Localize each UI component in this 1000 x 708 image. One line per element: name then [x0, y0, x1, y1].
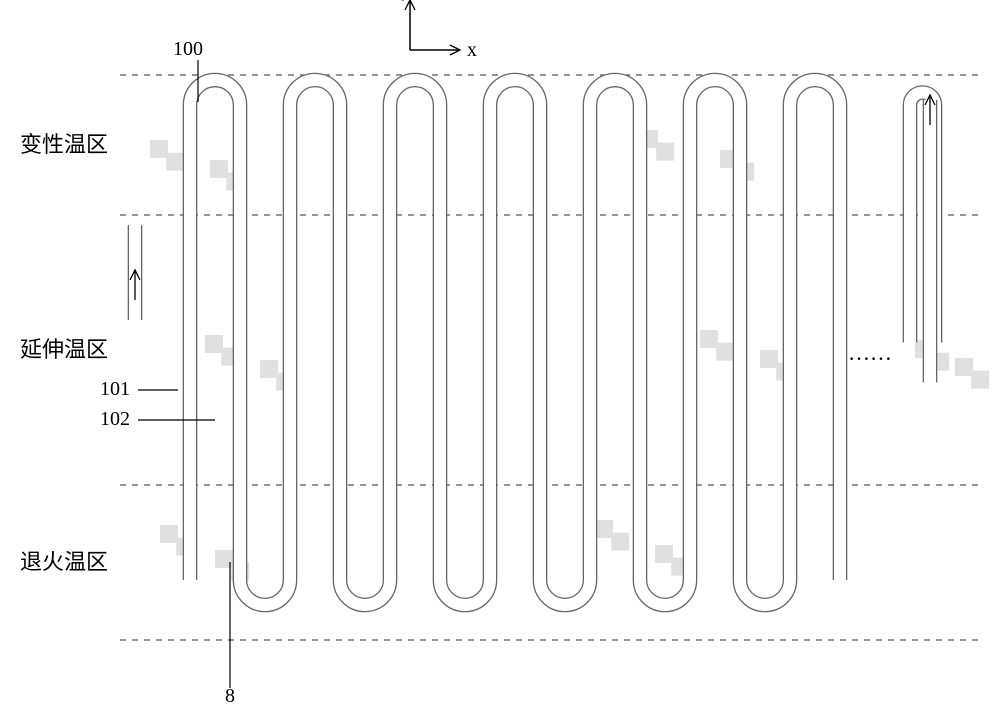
- sensor-block: [595, 520, 629, 551]
- sensor-block: [700, 330, 734, 361]
- zone-label-mid: 延伸温区: [20, 337, 108, 362]
- zone-label-top: 变性温区: [20, 132, 108, 157]
- axis-label-x: x: [467, 39, 477, 61]
- ellipsis: ……: [848, 340, 892, 365]
- callout-8: 8: [225, 685, 235, 707]
- serpentine-inner: [190, 80, 840, 605]
- axis-label-y: y: [401, 0, 411, 1]
- callout-101: 101: [100, 378, 130, 400]
- zone-label-bot: 退火温区: [20, 550, 108, 575]
- callout-100: 100: [173, 38, 203, 60]
- sensor-block: [150, 140, 184, 171]
- callout-102: 102: [100, 408, 130, 430]
- sensor-block: [955, 358, 989, 389]
